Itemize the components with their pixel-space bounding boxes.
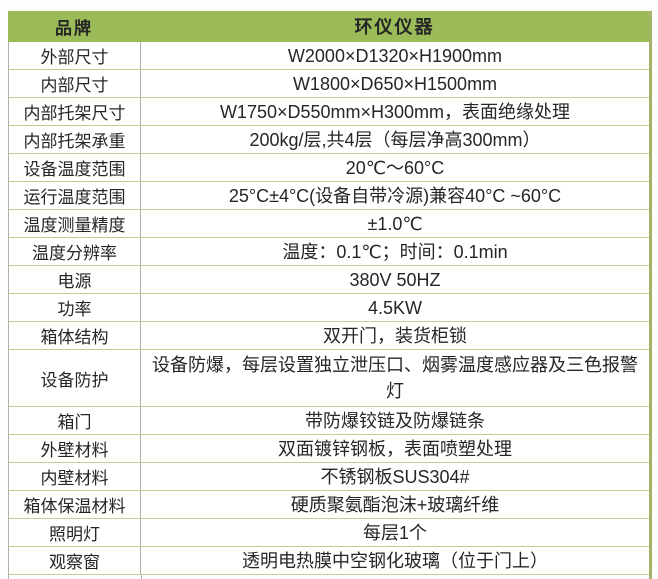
spec-value: 带防爆铰链及防爆链条: [305, 410, 485, 431]
header-brand-label: 品牌: [55, 19, 93, 38]
spec-value: 200kg/层,共4层（每层净高300mm）: [249, 129, 541, 150]
spec-table: 品牌 环仪仪器 外部尺寸 W2000×D1320×H1900mm 内部尺寸 W1…: [8, 11, 652, 579]
table-row: 内壁材料 不锈钢板SUS304#: [8, 463, 649, 491]
table-row: 电源 380V 50HZ: [8, 266, 649, 294]
spec-value: ±1.0℃: [367, 213, 423, 234]
spec-label: 温度分辨率: [9, 238, 141, 265]
spec-label: 箱门: [9, 407, 141, 434]
spec-label: 内部托架尺寸: [9, 98, 141, 125]
spec-value: W1800×D650×H1500mm: [292, 73, 498, 94]
spec-value: 双开门，装货柜锁: [323, 325, 467, 346]
table-row: 内部托架尺寸 W1750×D550mm×H300mm，表面绝缘处理: [8, 98, 649, 126]
spec-label: 外部尺寸: [9, 42, 141, 69]
spec-value: 20℃～60°C: [345, 157, 445, 178]
spec-label: 内部托架承重: [9, 126, 141, 153]
empty-partial-row: [8, 575, 649, 579]
spec-value: 双面镀锌钢板，表面喷塑处理: [278, 438, 512, 459]
table-row: 设备温度范围 20℃～60°C: [8, 154, 649, 182]
spec-label: 箱体保温材料: [9, 491, 141, 518]
spec-value: 温度：0.1℃；时间：0.1min: [282, 241, 508, 262]
spec-value: 透明电热膜中空钢化玻璃（位于门上）: [242, 550, 548, 571]
table-body: 外部尺寸 W2000×D1320×H1900mm 内部尺寸 W1800×D650…: [8, 42, 649, 575]
table-row: 运行温度范围 25°C±4°C(设备自带冷源)兼容40°C ~60°C: [8, 182, 649, 210]
table-row: 功率 4.5KW: [8, 294, 649, 322]
spec-label: 设备温度范围: [9, 154, 141, 181]
spec-label: 功率: [9, 294, 141, 321]
spec-label: 观察窗: [9, 547, 141, 574]
spec-value: 硬质聚氨酯泡沫+玻璃纤维: [290, 494, 500, 515]
table-row: 外部尺寸 W2000×D1320×H1900mm: [8, 42, 649, 70]
table-row: 箱体结构 双开门，装货柜锁: [8, 322, 649, 350]
spec-label: 电源: [9, 266, 141, 293]
spec-label: 内壁材料: [9, 463, 141, 490]
spec-value: 380V 50HZ: [349, 269, 441, 290]
spec-label: 内部尺寸: [9, 70, 141, 97]
empty-label-cell: [9, 575, 142, 579]
table-row: 内部尺寸 W1800×D650×H1500mm: [8, 70, 649, 98]
table-row: 观察窗 透明电热膜中空钢化玻璃（位于门上）: [8, 547, 649, 575]
table-row: 外壁材料 双面镀锌钢板，表面喷塑处理: [8, 435, 649, 463]
spec-value: 不锈钢板SUS304#: [320, 466, 470, 487]
table-row: 内部托架承重 200kg/层,共4层（每层净高300mm）: [8, 126, 649, 154]
table-row: 温度测量精度 ±1.0℃: [8, 210, 649, 238]
spec-label: 运行温度范围: [9, 182, 141, 209]
spec-value: W1750×D550mm×H300mm，表面绝缘处理: [219, 101, 571, 122]
spec-label: 温度测量精度: [9, 210, 141, 237]
table-row: 设备防护 设备防爆，每层设置独立泄压口、烟雾温度感应器及三色报警灯: [8, 350, 649, 407]
spec-label: 箱体结构: [9, 322, 141, 349]
table-row: 箱门 带防爆铰链及防爆链条: [8, 407, 649, 435]
spec-label: 照明灯: [9, 519, 141, 546]
spec-label: 外壁材料: [9, 435, 141, 462]
table-row: 箱体保温材料 硬质聚氨酯泡沫+玻璃纤维: [8, 491, 649, 519]
header-brand-value: 环仪仪器: [354, 16, 435, 37]
spec-value: 25°C±4°C(设备自带冷源)兼容40°C ~60°C: [228, 185, 562, 206]
spec-value: 设备防爆，每层设置独立泄压口、烟雾温度感应器及三色报警灯: [152, 355, 638, 401]
empty-value-cell: [142, 575, 649, 579]
table-row: 温度分辨率 温度：0.1℃；时间：0.1min: [8, 238, 649, 266]
spec-value: 4.5KW: [367, 297, 423, 318]
spec-value: 每层1个: [362, 522, 427, 543]
spec-label: 设备防护: [9, 350, 141, 406]
spec-value: W2000×D1320×H1900mm: [287, 45, 503, 66]
table-header-row: 品牌 环仪仪器: [8, 11, 649, 42]
table-row: 照明灯 每层1个: [8, 519, 649, 547]
